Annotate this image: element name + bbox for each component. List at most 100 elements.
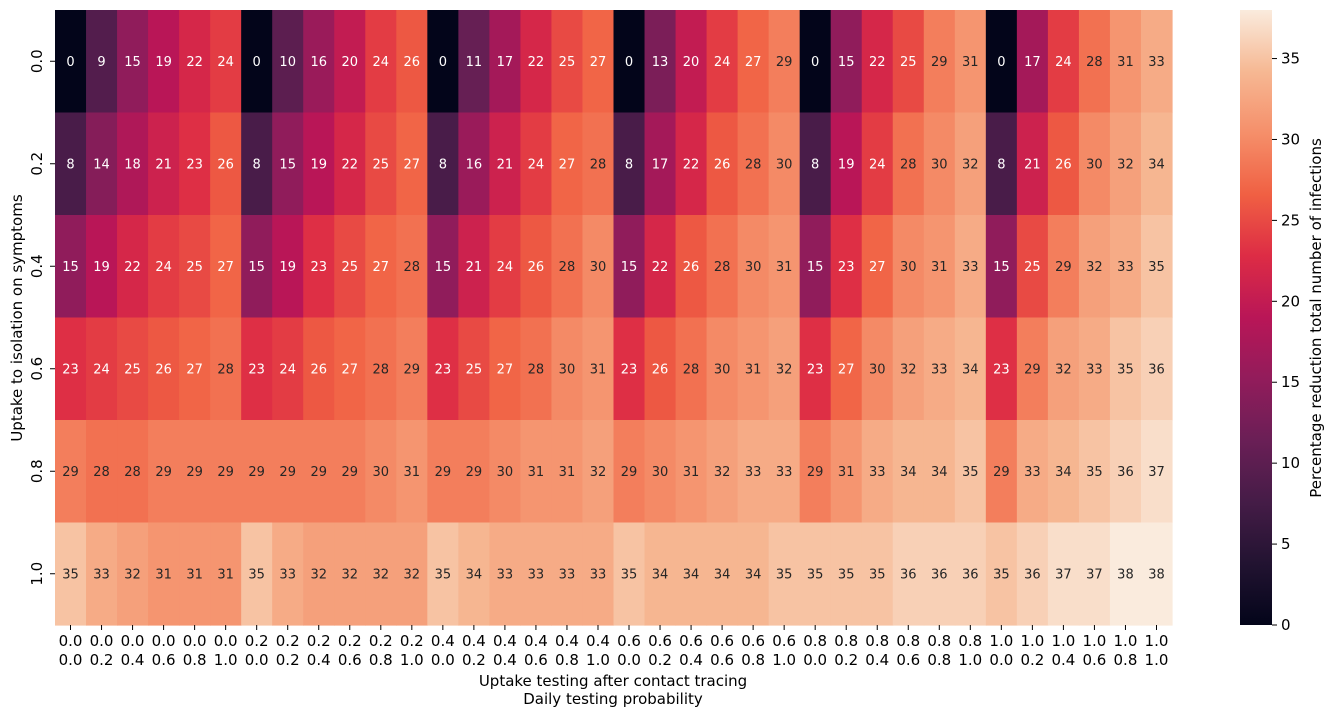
heatmap-cell [861, 317, 894, 421]
heatmap-cell [613, 215, 646, 319]
heatmap-cell [954, 317, 987, 421]
cell-value-label: 34 [1148, 157, 1165, 172]
heatmap-cell [551, 10, 584, 114]
heatmap-cell [644, 10, 677, 114]
heatmap-cell [117, 10, 149, 114]
cell-value-label: 24 [155, 260, 172, 275]
heatmap-cell [241, 112, 273, 216]
cell-value-label: 34 [962, 362, 979, 377]
cell-value-label: 29 [1024, 362, 1041, 377]
heatmap-cell [241, 10, 273, 114]
heatmap-cell [892, 420, 925, 524]
heatmap-cell [1047, 215, 1080, 319]
cell-value-label: 24 [528, 157, 545, 172]
y-tick-label: 0.4 [28, 254, 46, 278]
cell-value-label: 20 [341, 55, 358, 70]
cell-value-label: 25 [900, 55, 917, 70]
cell-value-label: 35 [962, 465, 979, 480]
x-tick-label-top: 0.4 [555, 632, 579, 650]
cell-value-label: 26 [683, 260, 700, 275]
cell-value-label: 30 [745, 260, 762, 275]
x-tick-label-top: 1.0 [989, 632, 1013, 650]
heatmap-cell [1078, 215, 1111, 319]
x-tick-label-bottom: 0.6 [524, 651, 548, 669]
heatmap-cell [365, 522, 397, 626]
heatmap-cell [86, 522, 118, 626]
cell-value-label: 0 [625, 55, 633, 70]
heatmap-cell [55, 420, 87, 524]
cell-value-label: 26 [528, 260, 545, 275]
cell-value-label: 33 [745, 465, 762, 480]
heatmap-cell [706, 317, 739, 421]
cell-value-label: 33 [559, 567, 576, 582]
heatmap-cell [148, 215, 180, 319]
cell-value-label: 27 [186, 362, 203, 377]
heatmap-cell [892, 317, 925, 421]
x-tick-label-bottom: 0.2 [648, 651, 672, 669]
heatmap-cell [613, 522, 646, 626]
heatmap-cell [1016, 10, 1049, 114]
heatmap-cell [768, 522, 801, 626]
heatmap-cell [520, 10, 553, 114]
heatmap-cell [427, 522, 459, 626]
heatmap-cell [706, 215, 739, 319]
cell-value-label: 32 [1055, 362, 1072, 377]
cell-value-label: 36 [962, 567, 979, 582]
cell-value-label: 35 [807, 567, 824, 582]
x-tick-label-bottom: 0.6 [152, 651, 176, 669]
heatmap-cell [1078, 10, 1111, 114]
heatmap-cell [489, 10, 522, 114]
cell-value-label: 29 [310, 465, 327, 480]
heatmap-cell [830, 215, 863, 319]
colorbar-tick-label: 0 [1281, 616, 1291, 634]
heatmap-cell [86, 420, 118, 524]
cell-value-label: 33 [1086, 362, 1103, 377]
cell-value-label: 30 [590, 260, 607, 275]
cell-value-label: 30 [869, 362, 886, 377]
cell-value-label: 11 [466, 55, 483, 70]
x-tick-label-bottom: 1.0 [1145, 651, 1169, 669]
cell-value-label: 28 [745, 157, 762, 172]
heatmap-cell [1047, 317, 1080, 421]
x-tick-label-top: 0.6 [648, 632, 672, 650]
cell-value-label: 16 [466, 157, 483, 172]
cell-value-label: 30 [714, 362, 731, 377]
heatmap-cell [1047, 522, 1080, 626]
heatmap-cell [520, 522, 553, 626]
cell-value-label: 15 [279, 157, 296, 172]
cell-value-label: 32 [404, 567, 421, 582]
heatmap-cell [737, 522, 770, 626]
cell-value-label: 15 [993, 260, 1010, 275]
heatmap-cell [706, 522, 739, 626]
x-tick-label-bottom: 0.2 [276, 651, 300, 669]
cell-value-label: 28 [373, 362, 390, 377]
heatmap-cell [675, 112, 708, 216]
heatmap-cell [768, 112, 801, 216]
heatmap-cell [396, 10, 428, 114]
cell-value-label: 23 [186, 157, 203, 172]
cell-value-label: 29 [435, 465, 452, 480]
x-tick-label-bottom: 0.6 [338, 651, 362, 669]
cell-value-label: 29 [993, 465, 1010, 480]
heatmap-cell [830, 522, 863, 626]
x-tick-label-bottom: 0.2 [90, 651, 114, 669]
x-tick-label-top: 0.6 [741, 632, 765, 650]
heatmap-cell [179, 112, 211, 216]
cell-value-label: 31 [528, 465, 545, 480]
cell-value-label: 29 [807, 465, 824, 480]
cell-value-label: 23 [621, 362, 638, 377]
heatmap-cell [334, 420, 366, 524]
x-tick-label-bottom: 0.2 [462, 651, 486, 669]
cell-value-label: 27 [745, 55, 762, 70]
cell-value-label: 33 [1148, 55, 1165, 70]
cell-value-label: 36 [931, 567, 948, 582]
cell-value-label: 28 [900, 157, 917, 172]
heatmap-cell [582, 112, 615, 216]
heatmap-cell [458, 10, 490, 114]
cell-value-label: 25 [124, 362, 141, 377]
cell-value-label: 8 [997, 157, 1005, 172]
heatmap-cell [396, 317, 428, 421]
heatmap-cell [241, 420, 273, 524]
heatmap-cell [55, 112, 87, 216]
